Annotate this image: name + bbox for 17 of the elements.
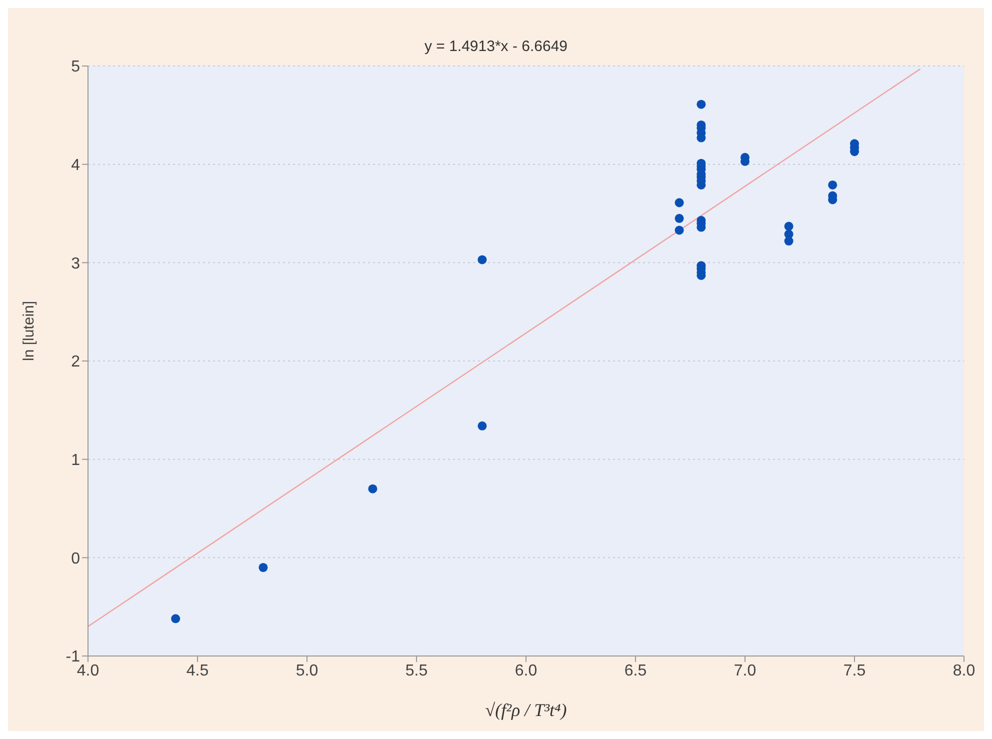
x-tick-label: 7.5	[843, 662, 866, 680]
y-tick-label: 2	[71, 354, 80, 371]
x-tick-label: 5.5	[405, 662, 428, 680]
x-tick-label: 8.0	[952, 662, 976, 680]
y-tick-label: 5	[71, 58, 80, 76]
x-tick-label: 5.0	[296, 662, 318, 680]
y-axis-title: ln [lutein]	[20, 300, 38, 361]
y-tick-label: 0	[71, 550, 80, 568]
x-tick-label: 6.0	[514, 662, 538, 680]
y-tick-label: 1	[71, 452, 80, 470]
x-axis-title: √(f²ρ / T³t⁴)	[485, 700, 567, 720]
chart-title: y = 1.4913*x - 6.6649	[423, 38, 569, 55]
x-tick-label: 7.0	[734, 662, 756, 680]
y-tick-label: 4	[71, 157, 80, 174]
x-tick-label: 4.5	[186, 662, 209, 680]
x-tick-label: 6.5	[624, 662, 647, 680]
y-tick-label: 3	[71, 255, 80, 272]
